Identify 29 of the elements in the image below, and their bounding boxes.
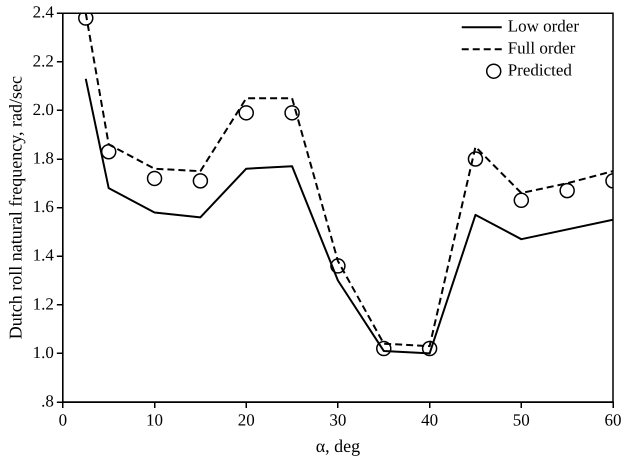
y-tick-label: 1.2 [32,294,54,314]
y-tick-label: 1.4 [32,246,54,265]
y-axis-title: Dutch roll natural frequency, rad/sec [6,76,26,340]
legend-label: Full order [508,38,576,58]
point [78,13,94,26]
x-tick-label: 0 [58,410,68,430]
point [514,192,530,208]
point [192,173,208,189]
x-tick-label: 10 [146,410,164,430]
point [559,182,575,198]
y-tick-label: 2.0 [32,100,54,119]
x-tick-label: 40 [421,410,438,430]
point [238,105,254,121]
legend-label: Predicted [508,60,572,80]
point [146,170,162,186]
x-tick-label: 30 [329,410,346,430]
x-tick-label: 20 [238,410,255,430]
point [284,105,300,121]
y-tick-label: 2.2 [32,51,54,70]
x-axis-title: α, deg [316,436,360,456]
point [100,144,116,160]
x-tick-label: 50 [512,410,530,430]
y-tick-label: 1.6 [32,197,54,216]
legend-label: Low order [508,16,580,36]
x-tick-label: 60 [604,410,622,430]
y-tick-label: 1.0 [32,342,54,362]
y-tick-label: 1.8 [32,148,54,168]
y-tick-label: .8 [41,391,54,410]
y-tick-label: 2.4 [32,2,54,22]
